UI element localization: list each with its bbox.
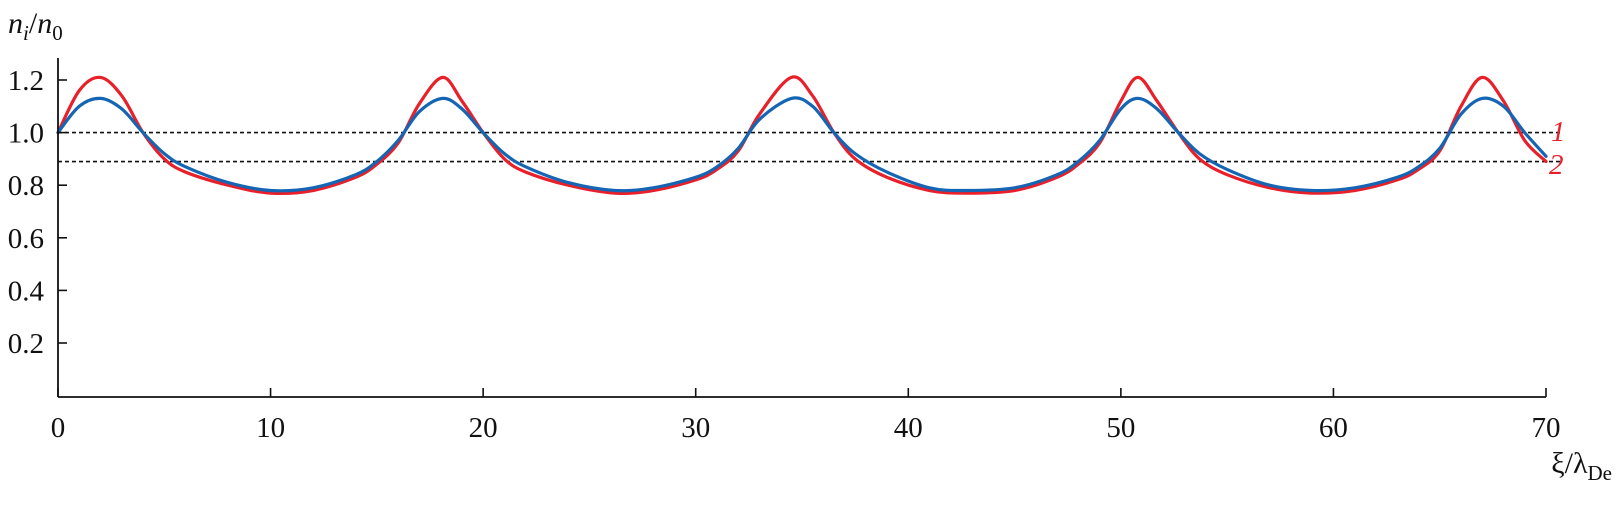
x-axis-title-main: ξ/λ [1551, 447, 1588, 480]
y-axis-title-slash: / [29, 7, 38, 40]
x-tick-label: 40 [894, 412, 923, 444]
x-tick-label: 30 [681, 412, 710, 444]
x-tick-label: 10 [256, 412, 285, 444]
x-tick-label: 50 [1106, 412, 1135, 444]
ticks: 0 10 20 30 40 50 60 70 0.2 0.4 0.6 0.8 1.0 1.2 [8, 65, 1561, 444]
x-tick-label: 0 [51, 412, 66, 444]
series-line-2 [56, 96, 1548, 193]
x-tick-label: 70 [1532, 412, 1561, 444]
y-axis-title: ni/n0 [8, 7, 63, 45]
x-axis-title: ξ/λDe [1551, 447, 1612, 485]
series-line-1 [56, 75, 1548, 196]
y-axis-title-n1: n [8, 7, 23, 40]
y-tick-label: 0.8 [8, 170, 44, 202]
x-tick-label: 60 [1319, 412, 1348, 444]
y-tick-label: 0.2 [8, 328, 44, 360]
reference-lines [58, 131, 1560, 163]
x-axis-title-sub: De [1588, 461, 1613, 485]
y-tick-label: 0.6 [8, 223, 44, 255]
y-tick-label: 1.0 [8, 118, 44, 150]
x-tick-label: 20 [469, 412, 498, 444]
y-tick-label: 0.4 [8, 275, 45, 307]
y-tick-label: 1.2 [8, 65, 44, 97]
y-axis-title-sub2: 0 [52, 21, 63, 45]
curve-label-2: 2 [1549, 149, 1564, 181]
curve-label-1: 1 [1551, 116, 1566, 148]
y-axis-title-n2: n [37, 7, 52, 40]
series-layer [56, 75, 1548, 196]
y-axis-title-sub1: i [23, 21, 29, 45]
